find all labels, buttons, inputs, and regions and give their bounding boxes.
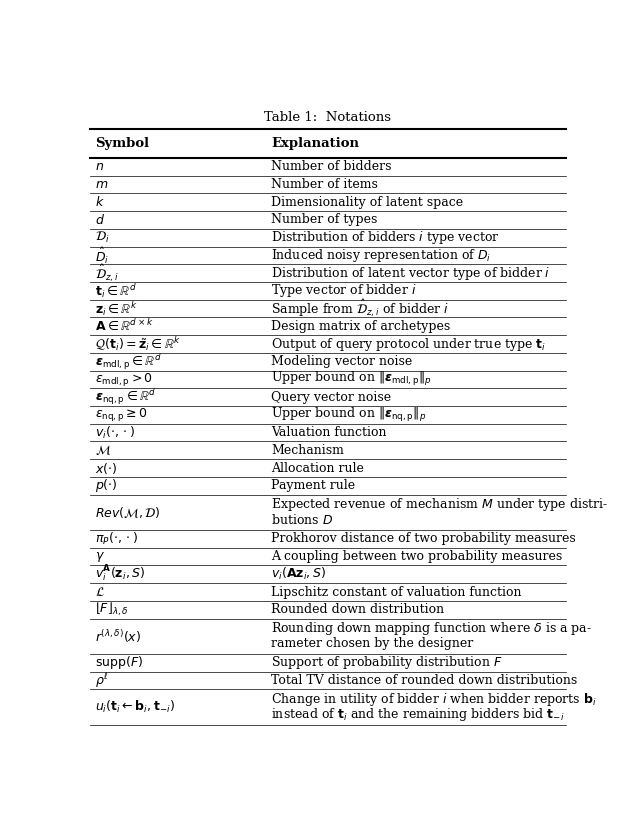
Text: $\mathcal{D}_i$: $\mathcal{D}_i$ <box>95 230 109 245</box>
Text: $\mathbf{z}_i \in \mathbb{R}^k$: $\mathbf{z}_i \in \mathbb{R}^k$ <box>95 299 138 317</box>
Text: Symbol: Symbol <box>95 137 149 150</box>
Text: $r^{(\lambda,\delta)}(x)$: $r^{(\lambda,\delta)}(x)$ <box>95 628 141 645</box>
Text: rameter chosen by the designer: rameter chosen by the designer <box>271 637 473 650</box>
Text: Induced noisy representation of $D_i$: Induced noisy representation of $D_i$ <box>271 247 491 264</box>
Text: Number of bidders: Number of bidders <box>271 160 392 173</box>
Text: Lipschitz constant of valuation function: Lipschitz constant of valuation function <box>271 586 522 599</box>
Text: Number of items: Number of items <box>271 178 378 191</box>
Text: Rounded down distribution: Rounded down distribution <box>271 603 444 616</box>
Text: $\mathbf{A} \in \mathbb{R}^{d \times k}$: $\mathbf{A} \in \mathbb{R}^{d \times k}$ <box>95 318 154 335</box>
Text: $\mathcal{M}$: $\mathcal{M}$ <box>95 443 111 457</box>
Text: $\hat{D}_i$: $\hat{D}_i$ <box>95 245 109 266</box>
Text: Valuation function: Valuation function <box>271 426 387 439</box>
Text: Output of query protocol under true type $\mathbf{t}_i$: Output of query protocol under true type… <box>271 335 547 353</box>
Text: $k$: $k$ <box>95 196 104 209</box>
Text: Modeling vector noise: Modeling vector noise <box>271 355 412 368</box>
Text: $\lfloor F \rfloor_{\lambda,\delta}$: $\lfloor F \rfloor_{\lambda,\delta}$ <box>95 601 129 618</box>
Text: Upper bound on $\|\boldsymbol{\epsilon}_{\mathrm{nq,p}}\|_p$: Upper bound on $\|\boldsymbol{\epsilon}_… <box>271 406 426 424</box>
Text: $Rev(\mathcal{M}, \mathcal{D})$: $Rev(\mathcal{M}, \mathcal{D})$ <box>95 505 161 519</box>
Text: $u_i(\mathbf{t}_i \leftarrow \mathbf{b}_i, \mathbf{t}_{-i})$: $u_i(\mathbf{t}_i \leftarrow \mathbf{b}_… <box>95 699 175 715</box>
Text: Rounding down mapping function where $\delta$ is a pa-: Rounding down mapping function where $\d… <box>271 620 592 637</box>
Text: $\mathrm{supp}(F)$: $\mathrm{supp}(F)$ <box>95 654 143 672</box>
Text: $m$: $m$ <box>95 178 108 191</box>
Text: Allocation rule: Allocation rule <box>271 461 364 474</box>
Text: Sample from $\hat{\mathcal{D}}_{z,i}$ of bidder $i$: Sample from $\hat{\mathcal{D}}_{z,i}$ of… <box>271 298 449 319</box>
Text: $\gamma$: $\gamma$ <box>95 550 105 564</box>
Text: Distribution of latent vector type of bidder $i$: Distribution of latent vector type of bi… <box>271 265 550 281</box>
Text: Table 1:  Notations: Table 1: Notations <box>264 110 392 124</box>
Text: butions $D$: butions $D$ <box>271 513 333 527</box>
Text: Number of types: Number of types <box>271 213 378 227</box>
Text: $\boldsymbol{\epsilon}_{\mathrm{nq,p}} \in \mathbb{R}^d$: $\boldsymbol{\epsilon}_{\mathrm{nq,p}} \… <box>95 387 156 407</box>
Text: Query vector noise: Query vector noise <box>271 391 391 403</box>
Text: Design matrix of archetypes: Design matrix of archetypes <box>271 320 450 333</box>
Text: $\mathcal{L}$: $\mathcal{L}$ <box>95 586 105 599</box>
Text: $\pi_P(\cdot, \cdot)$: $\pi_P(\cdot, \cdot)$ <box>95 531 138 547</box>
Text: Payment rule: Payment rule <box>271 479 355 492</box>
Text: A coupling between two probability measures: A coupling between two probability measu… <box>271 550 562 563</box>
Text: instead of $\mathbf{t}_i$ and the remaining bidders bid $\mathbf{t}_{-i}$: instead of $\mathbf{t}_i$ and the remain… <box>271 706 564 723</box>
Text: $p(\cdot)$: $p(\cdot)$ <box>95 477 118 494</box>
Text: $v_i^{\mathbf{A}}(\mathbf{z}_i, S)$: $v_i^{\mathbf{A}}(\mathbf{z}_i, S)$ <box>95 564 145 584</box>
Text: Prokhorov distance of two probability measures: Prokhorov distance of two probability me… <box>271 533 576 546</box>
Text: $d$: $d$ <box>95 213 105 227</box>
Text: Explanation: Explanation <box>271 137 359 150</box>
Text: $v_i(\mathbf{A}\mathbf{z}_i, S)$: $v_i(\mathbf{A}\mathbf{z}_i, S)$ <box>271 566 326 582</box>
Text: Upper bound on $\|\boldsymbol{\epsilon}_{\mathrm{mdl,p}}\|_p$: Upper bound on $\|\boldsymbol{\epsilon}_… <box>271 371 432 389</box>
Text: Expected revenue of mechanism $M$ under type distri-: Expected revenue of mechanism $M$ under … <box>271 497 608 513</box>
Text: Total TV distance of rounded down distributions: Total TV distance of rounded down distri… <box>271 674 577 687</box>
Text: Dimensionality of latent space: Dimensionality of latent space <box>271 196 463 209</box>
Text: $\varepsilon_{\mathrm{mdl,p}} > 0$: $\varepsilon_{\mathrm{mdl,p}} > 0$ <box>95 371 153 388</box>
Text: $\boldsymbol{\epsilon}_{\mathrm{mdl,p}} \in \mathbb{R}^d$: $\boldsymbol{\epsilon}_{\mathrm{mdl,p}} … <box>95 352 162 371</box>
Text: $\rho^\ell$: $\rho^\ell$ <box>95 671 109 690</box>
Text: $\varepsilon_{\mathrm{nq,p}} \geq 0$: $\varepsilon_{\mathrm{nq,p}} \geq 0$ <box>95 407 148 424</box>
Text: Mechanism: Mechanism <box>271 444 344 456</box>
Text: $\hat{\mathcal{D}}_{z,i}$: $\hat{\mathcal{D}}_{z,i}$ <box>95 263 118 284</box>
Text: Distribution of bidders $i$ type vector: Distribution of bidders $i$ type vector <box>271 229 500 246</box>
Text: $n$: $n$ <box>95 160 104 173</box>
Text: Support of probability distribution $F$: Support of probability distribution $F$ <box>271 654 502 672</box>
Text: $v_i(\cdot, \cdot)$: $v_i(\cdot, \cdot)$ <box>95 425 135 441</box>
Text: $\mathcal{Q}(\mathbf{t}_i) = \tilde{\mathbf{z}}_i \in \mathbb{R}^k$: $\mathcal{Q}(\mathbf{t}_i) = \tilde{\mat… <box>95 335 181 353</box>
Text: Change in utility of bidder $i$ when bidder reports $\mathbf{b}_i$: Change in utility of bidder $i$ when bid… <box>271 691 596 708</box>
Text: $x(\cdot)$: $x(\cdot)$ <box>95 461 117 475</box>
Text: Type vector of bidder $i$: Type vector of bidder $i$ <box>271 282 417 299</box>
Text: $\mathbf{t}_i \in \mathbb{R}^d$: $\mathbf{t}_i \in \mathbb{R}^d$ <box>95 282 136 300</box>
